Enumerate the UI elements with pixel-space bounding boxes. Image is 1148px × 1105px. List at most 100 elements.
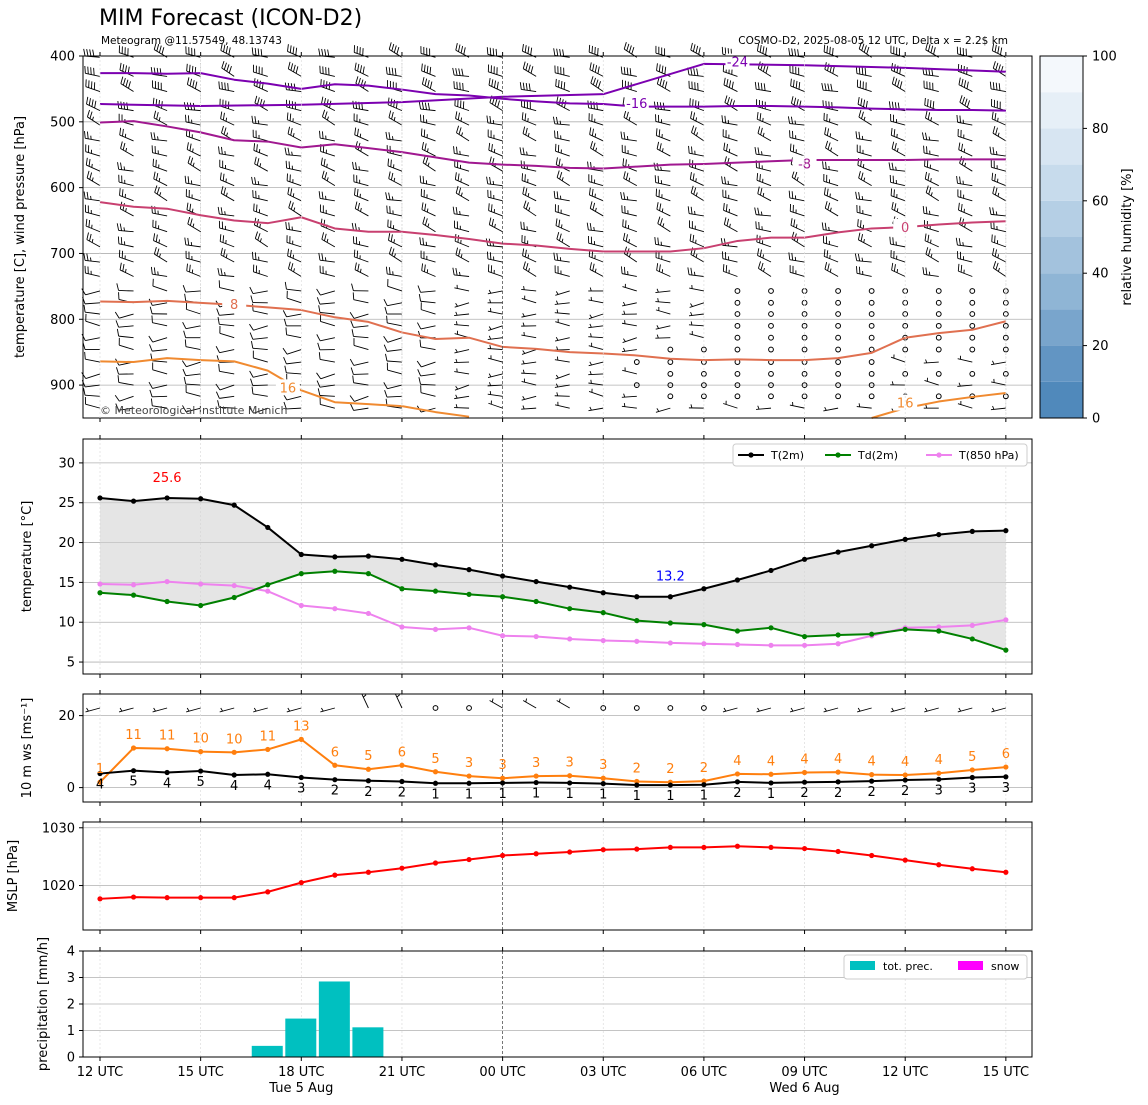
upper-wind-barb bbox=[969, 346, 976, 353]
barb-full-flag bbox=[155, 172, 159, 181]
barb-half-flag bbox=[321, 707, 324, 712]
upper-wind-barb bbox=[723, 400, 738, 409]
barb-half-flag bbox=[91, 177, 94, 182]
barb-shaft bbox=[890, 120, 906, 126]
temp-series-point bbox=[265, 588, 271, 594]
barb-full-flag bbox=[522, 126, 526, 134]
speed-value-label: 3 bbox=[968, 782, 976, 797]
barb-full-flag bbox=[424, 203, 427, 211]
barb-half-flag bbox=[89, 257, 92, 262]
barb-shaft bbox=[555, 150, 570, 157]
barb-half-flag bbox=[930, 239, 932, 244]
barb-shaft bbox=[253, 136, 268, 142]
upper-wind-barb bbox=[757, 248, 772, 263]
upper-wind-barb bbox=[519, 82, 537, 92]
upper-wind-barb bbox=[554, 204, 570, 217]
barb-full-flag bbox=[588, 44, 591, 53]
barb-shaft bbox=[153, 240, 168, 248]
upper-wind-barb bbox=[418, 294, 436, 304]
barb-half-flag bbox=[522, 396, 525, 400]
legend-label: snow bbox=[991, 960, 1019, 973]
barb-shaft bbox=[85, 373, 101, 379]
upper-wind-barb bbox=[554, 265, 570, 277]
barb-full-flag bbox=[525, 83, 528, 91]
barb-shaft bbox=[722, 136, 738, 142]
barb-full-flag bbox=[186, 263, 188, 271]
barb-full-flag bbox=[318, 48, 321, 56]
temp-series-point bbox=[902, 626, 908, 632]
barb-shaft bbox=[321, 177, 336, 187]
barb-full-flag bbox=[350, 403, 354, 411]
upper-wind-barb bbox=[251, 176, 268, 187]
barb-full-flag bbox=[889, 236, 891, 245]
upper-wind-barb bbox=[420, 385, 436, 397]
barb-shaft bbox=[756, 707, 772, 713]
barb-full-flag bbox=[486, 115, 489, 123]
temp-series-point bbox=[801, 556, 808, 562]
barb-shaft bbox=[758, 267, 772, 277]
barb-shaft bbox=[152, 285, 168, 292]
barb-full-flag bbox=[81, 372, 87, 379]
barb-full-flag bbox=[149, 344, 153, 352]
upper-wind-barb bbox=[989, 207, 1006, 217]
upper-wind-barb bbox=[890, 45, 906, 58]
upper-wind-barb bbox=[252, 129, 268, 142]
barb-full-flag bbox=[992, 186, 995, 194]
temp-series-point bbox=[265, 524, 271, 531]
barb-full-flag bbox=[664, 81, 668, 89]
barb-full-flag bbox=[216, 308, 220, 316]
barb-shaft bbox=[387, 273, 403, 277]
barb-shaft bbox=[487, 196, 503, 202]
barb-full-flag bbox=[687, 206, 690, 214]
barb-shaft bbox=[286, 180, 302, 187]
barb-shaft bbox=[823, 242, 839, 248]
upper-wind-barb bbox=[957, 263, 973, 277]
upper-wind-barb bbox=[554, 309, 570, 315]
barb-shaft bbox=[521, 106, 537, 112]
upper-wind-barb bbox=[286, 235, 302, 248]
upper-wind-barb bbox=[992, 61, 1007, 77]
upper-wind-barb bbox=[958, 77, 973, 92]
barb-shaft bbox=[387, 349, 403, 352]
upper-wind-barb bbox=[521, 295, 537, 304]
barb-half-flag bbox=[324, 257, 327, 261]
barb-shaft bbox=[689, 213, 704, 217]
barb-shaft bbox=[623, 177, 638, 187]
upper-wind-barb bbox=[789, 204, 805, 217]
barb-full-flag bbox=[519, 82, 522, 90]
upper-wind-barb bbox=[216, 308, 235, 316]
barb-full-flag bbox=[262, 100, 265, 108]
upper-wind-barb bbox=[790, 143, 805, 157]
barb-half-flag bbox=[393, 116, 396, 121]
barb-shaft bbox=[623, 116, 638, 126]
barb-full-flag bbox=[419, 339, 422, 347]
upper-wind-barb bbox=[320, 314, 335, 327]
barb-shaft bbox=[621, 322, 637, 327]
upper-wind-barb bbox=[823, 235, 839, 248]
barb-full-flag bbox=[822, 161, 824, 169]
barb-shaft bbox=[487, 384, 503, 387]
barb-shaft bbox=[856, 260, 872, 263]
temp-series-point bbox=[432, 588, 439, 594]
barb-full-flag bbox=[721, 176, 724, 184]
barb-shaft bbox=[320, 225, 336, 233]
pressure-axis-tick-label: 600 bbox=[50, 181, 75, 196]
barb-full-flag bbox=[187, 115, 190, 123]
barb-shaft bbox=[85, 394, 101, 397]
barb-shaft bbox=[187, 162, 201, 172]
barb-shaft bbox=[991, 179, 1007, 187]
upper-wind-barb bbox=[148, 381, 168, 389]
upper-wind-barb bbox=[488, 217, 503, 233]
upper-wind-barb bbox=[321, 232, 336, 248]
barb-shaft bbox=[890, 256, 906, 263]
upper-wind-barb bbox=[186, 63, 201, 77]
isotherm-label: -16 bbox=[626, 97, 647, 112]
upper-wind-barb bbox=[623, 110, 638, 126]
upper-wind-barb bbox=[868, 371, 875, 377]
barb-full-flag bbox=[388, 246, 392, 254]
barb-full-flag bbox=[826, 188, 829, 196]
barb-full-flag bbox=[989, 81, 992, 89]
upper-wind-barb bbox=[790, 218, 805, 233]
barb-full-flag bbox=[589, 223, 592, 231]
upper-wind-barb bbox=[288, 261, 302, 277]
